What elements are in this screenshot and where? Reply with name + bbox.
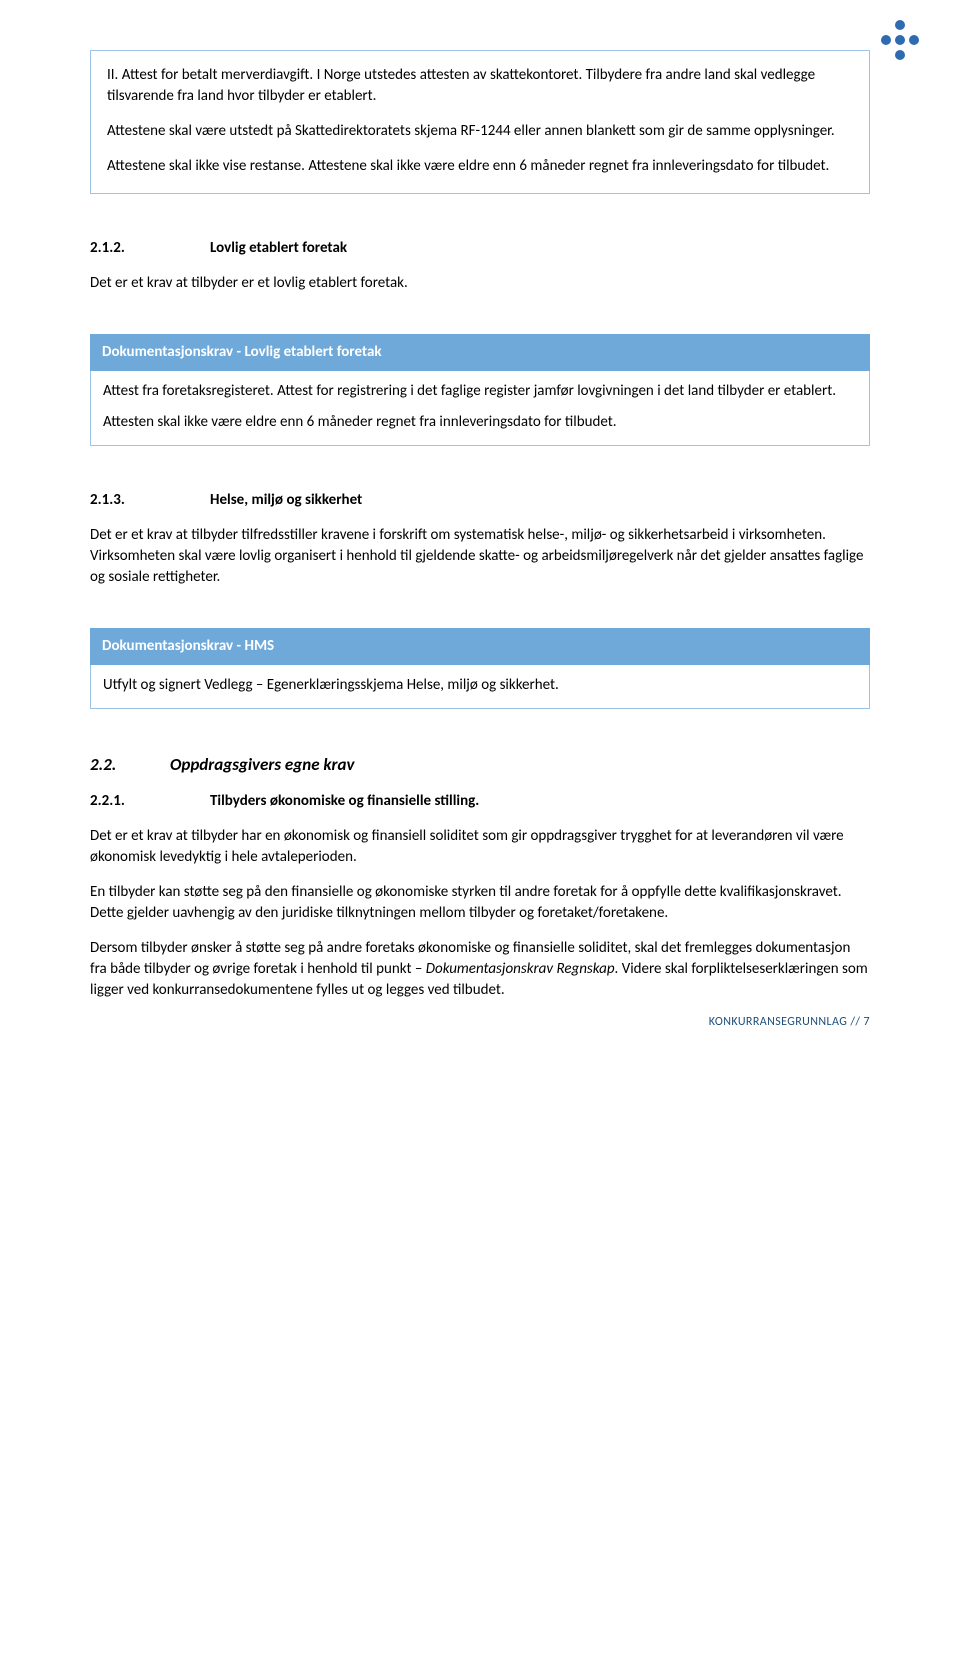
section-2-2-1-p3: Dersom tilbyder ønsker å støtte seg på a…: [90, 938, 870, 1001]
docbox-hms-p1: Utfylt og signert Vedlegg – Egenerklærin…: [103, 675, 857, 696]
p3-italic-ref: Dokumentasjonskrav Regnskap: [426, 960, 615, 978]
info-box-attest: II. Attest for betalt merverdiavgift. I …: [90, 50, 870, 194]
docbox-lovlig-p1: Attest fra foretaksregisteret. Attest fo…: [103, 381, 857, 402]
section-2-2-1-p1: Det er et krav at tilbyder har en økonom…: [90, 826, 870, 868]
info-box-p2: Attestene skal være utstedt på Skattedir…: [107, 121, 853, 142]
section-title: Oppdragsgivers egne krav: [170, 753, 355, 777]
section-2-1-2-body: Det er et krav at tilbyder er et lovlig …: [90, 273, 870, 294]
section-number: 2.2.1.: [90, 791, 210, 812]
page-footer: KONKURRANSEGRUNNLAG // 7: [709, 1014, 870, 1031]
docbox-lovlig-p2: Attesten skal ikke være eldre enn 6 måne…: [103, 412, 857, 433]
section-2-2-1-heading: 2.2.1. Tilbyders økonomiske og finansiel…: [90, 791, 870, 812]
docbox-body-hms: Utfylt og signert Vedlegg – Egenerklærin…: [90, 665, 870, 709]
logo-dots-icon: [878, 18, 922, 62]
docbox-header-hms: Dokumentasjonskrav - HMS: [90, 628, 870, 665]
section-2-2-1-p2: En tilbyder kan støtte seg på den finans…: [90, 882, 870, 924]
section-title: Helse, miljø og sikkerhet: [210, 490, 362, 511]
info-box-p1: II. Attest for betalt merverdiavgift. I …: [107, 65, 853, 107]
section-number: 2.2.: [90, 753, 170, 777]
section-number: 2.1.2.: [90, 238, 210, 259]
section-title: Lovlig etablert foretak: [210, 238, 347, 259]
docbox-body-lovlig: Attest fra foretaksregisteret. Attest fo…: [90, 371, 870, 446]
info-box-p3: Attestene skal ikke vise restanse. Attes…: [107, 156, 853, 177]
section-title: Tilbyders økonomiske og finansielle stil…: [210, 791, 479, 812]
section-2-2-heading: 2.2. Oppdragsgivers egne krav: [90, 753, 870, 777]
section-2-1-3-body: Det er et krav at tilbyder tilfredsstill…: [90, 525, 870, 588]
docbox-header-lovlig: Dokumentasjonskrav - Lovlig etablert for…: [90, 334, 870, 371]
section-2-1-2-heading: 2.1.2. Lovlig etablert foretak: [90, 238, 870, 259]
section-2-1-3-heading: 2.1.3. Helse, miljø og sikkerhet: [90, 490, 870, 511]
section-number: 2.1.3.: [90, 490, 210, 511]
